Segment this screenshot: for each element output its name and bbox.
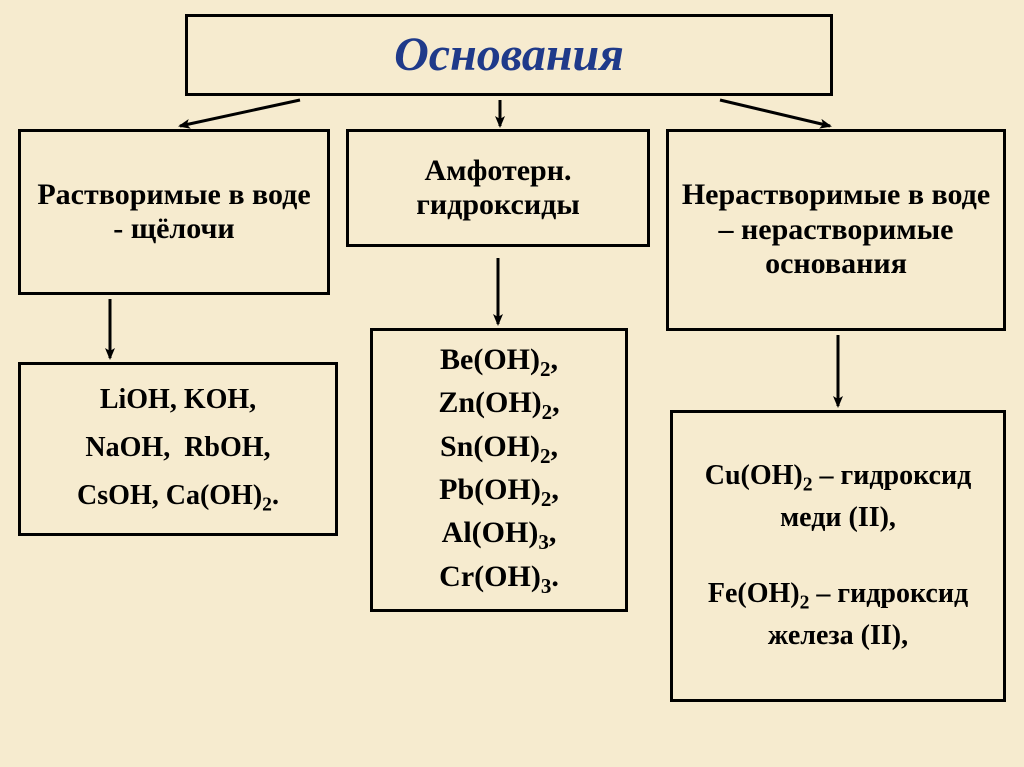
title-box: Основания [185, 14, 833, 96]
category-soluble: Растворимые в воде - щёлочи [18, 129, 330, 295]
title-text: Основания [394, 27, 624, 82]
examples-insoluble-text: Cu(OH)2 – гидроксид меди (II),Fe(OH)2 – … [687, 457, 989, 654]
examples-amphoteric: Be(OH)2,Zn(OH)2,Sn(OH)2,Pb(OH)2,Al(OH)3,… [370, 328, 628, 612]
examples-insoluble: Cu(OH)2 – гидроксид меди (II),Fe(OH)2 – … [670, 410, 1006, 702]
examples-soluble-text: LiOH, KOH,NaOH, RbOH,CsOH, Ca(OH)2. [77, 376, 279, 521]
examples-amphoteric-text: Be(OH)2,Zn(OH)2,Sn(OH)2,Pb(OH)2,Al(OH)3,… [438, 340, 559, 600]
category-amphoteric-label: Амфотерн. гидроксиды [359, 154, 637, 223]
category-amphoteric: Амфотерн. гидроксиды [346, 129, 650, 247]
category-insoluble: Нерастворимые в воде – нерастворимые осн… [666, 129, 1006, 331]
category-soluble-label: Растворимые в воде - щёлочи [31, 178, 317, 247]
examples-soluble: LiOH, KOH,NaOH, RbOH,CsOH, Ca(OH)2. [18, 362, 338, 536]
category-insoluble-label: Нерастворимые в воде – нерастворимые осн… [679, 178, 993, 282]
